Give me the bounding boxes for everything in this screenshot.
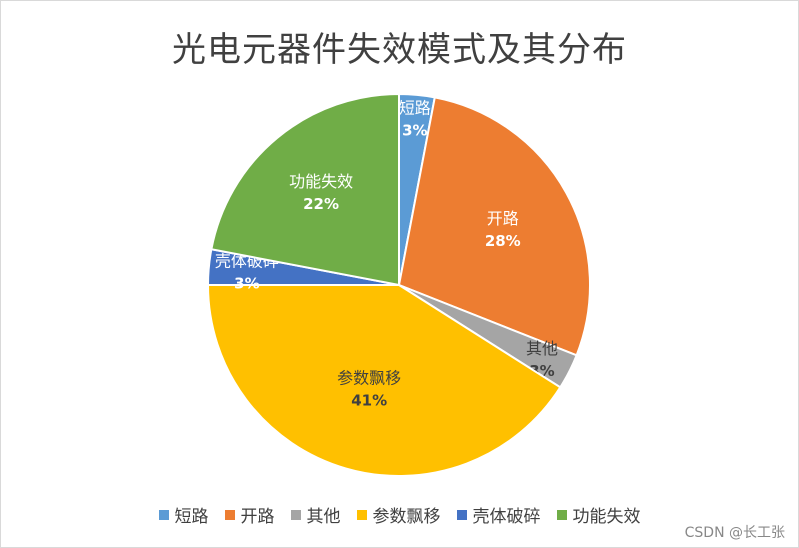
slice-category-label: 短路: [399, 99, 431, 118]
legend: 短路 开路 其他 参数飘移 壳体破碎 功能失效: [0, 502, 799, 527]
pie-slice-6: [210, 92, 400, 287]
legend-item: 壳体破碎: [456, 502, 541, 527]
legend-label: 其他: [306, 507, 341, 527]
slice-value-label: 3%: [402, 122, 427, 140]
legend-swatch: [456, 509, 467, 520]
watermark: CSDN @长工张: [684, 525, 785, 541]
slice-category-label: 功能失效: [289, 172, 353, 191]
legend-swatch: [556, 509, 567, 520]
slice-value-label: 28%: [485, 232, 521, 250]
slice-value-label: 3%: [234, 275, 259, 293]
legend-label: 短路: [174, 507, 209, 527]
legend-label: 参数飘移: [372, 507, 441, 527]
legend-item: 开路: [224, 502, 275, 527]
legend-label: 开路: [240, 507, 275, 527]
slice-category-label: 其他: [526, 339, 558, 358]
legend-item: 短路: [158, 502, 209, 527]
slice-category-label: 开路: [487, 209, 519, 228]
legend-swatch: [356, 509, 367, 520]
slice-value-label: 41%: [351, 392, 387, 410]
legend-swatch: [224, 509, 235, 520]
slice-category-label: 参数飘移: [337, 369, 401, 388]
pie-slice-2: [397, 96, 591, 357]
pie-slice-4: [206, 284, 562, 477]
chart-title: 光电元器件失效模式及其分布: [172, 30, 627, 70]
legend-item: 参数飘移: [356, 502, 441, 527]
legend-label: 壳体破碎: [472, 507, 541, 527]
legend-label: 功能失效: [572, 507, 641, 527]
legend-swatch: [290, 509, 301, 520]
legend-item: 其他: [290, 502, 341, 527]
slice-value-label: 22%: [303, 195, 339, 213]
legend-item: 功能失效: [556, 502, 641, 527]
legend-swatch: [158, 509, 169, 520]
